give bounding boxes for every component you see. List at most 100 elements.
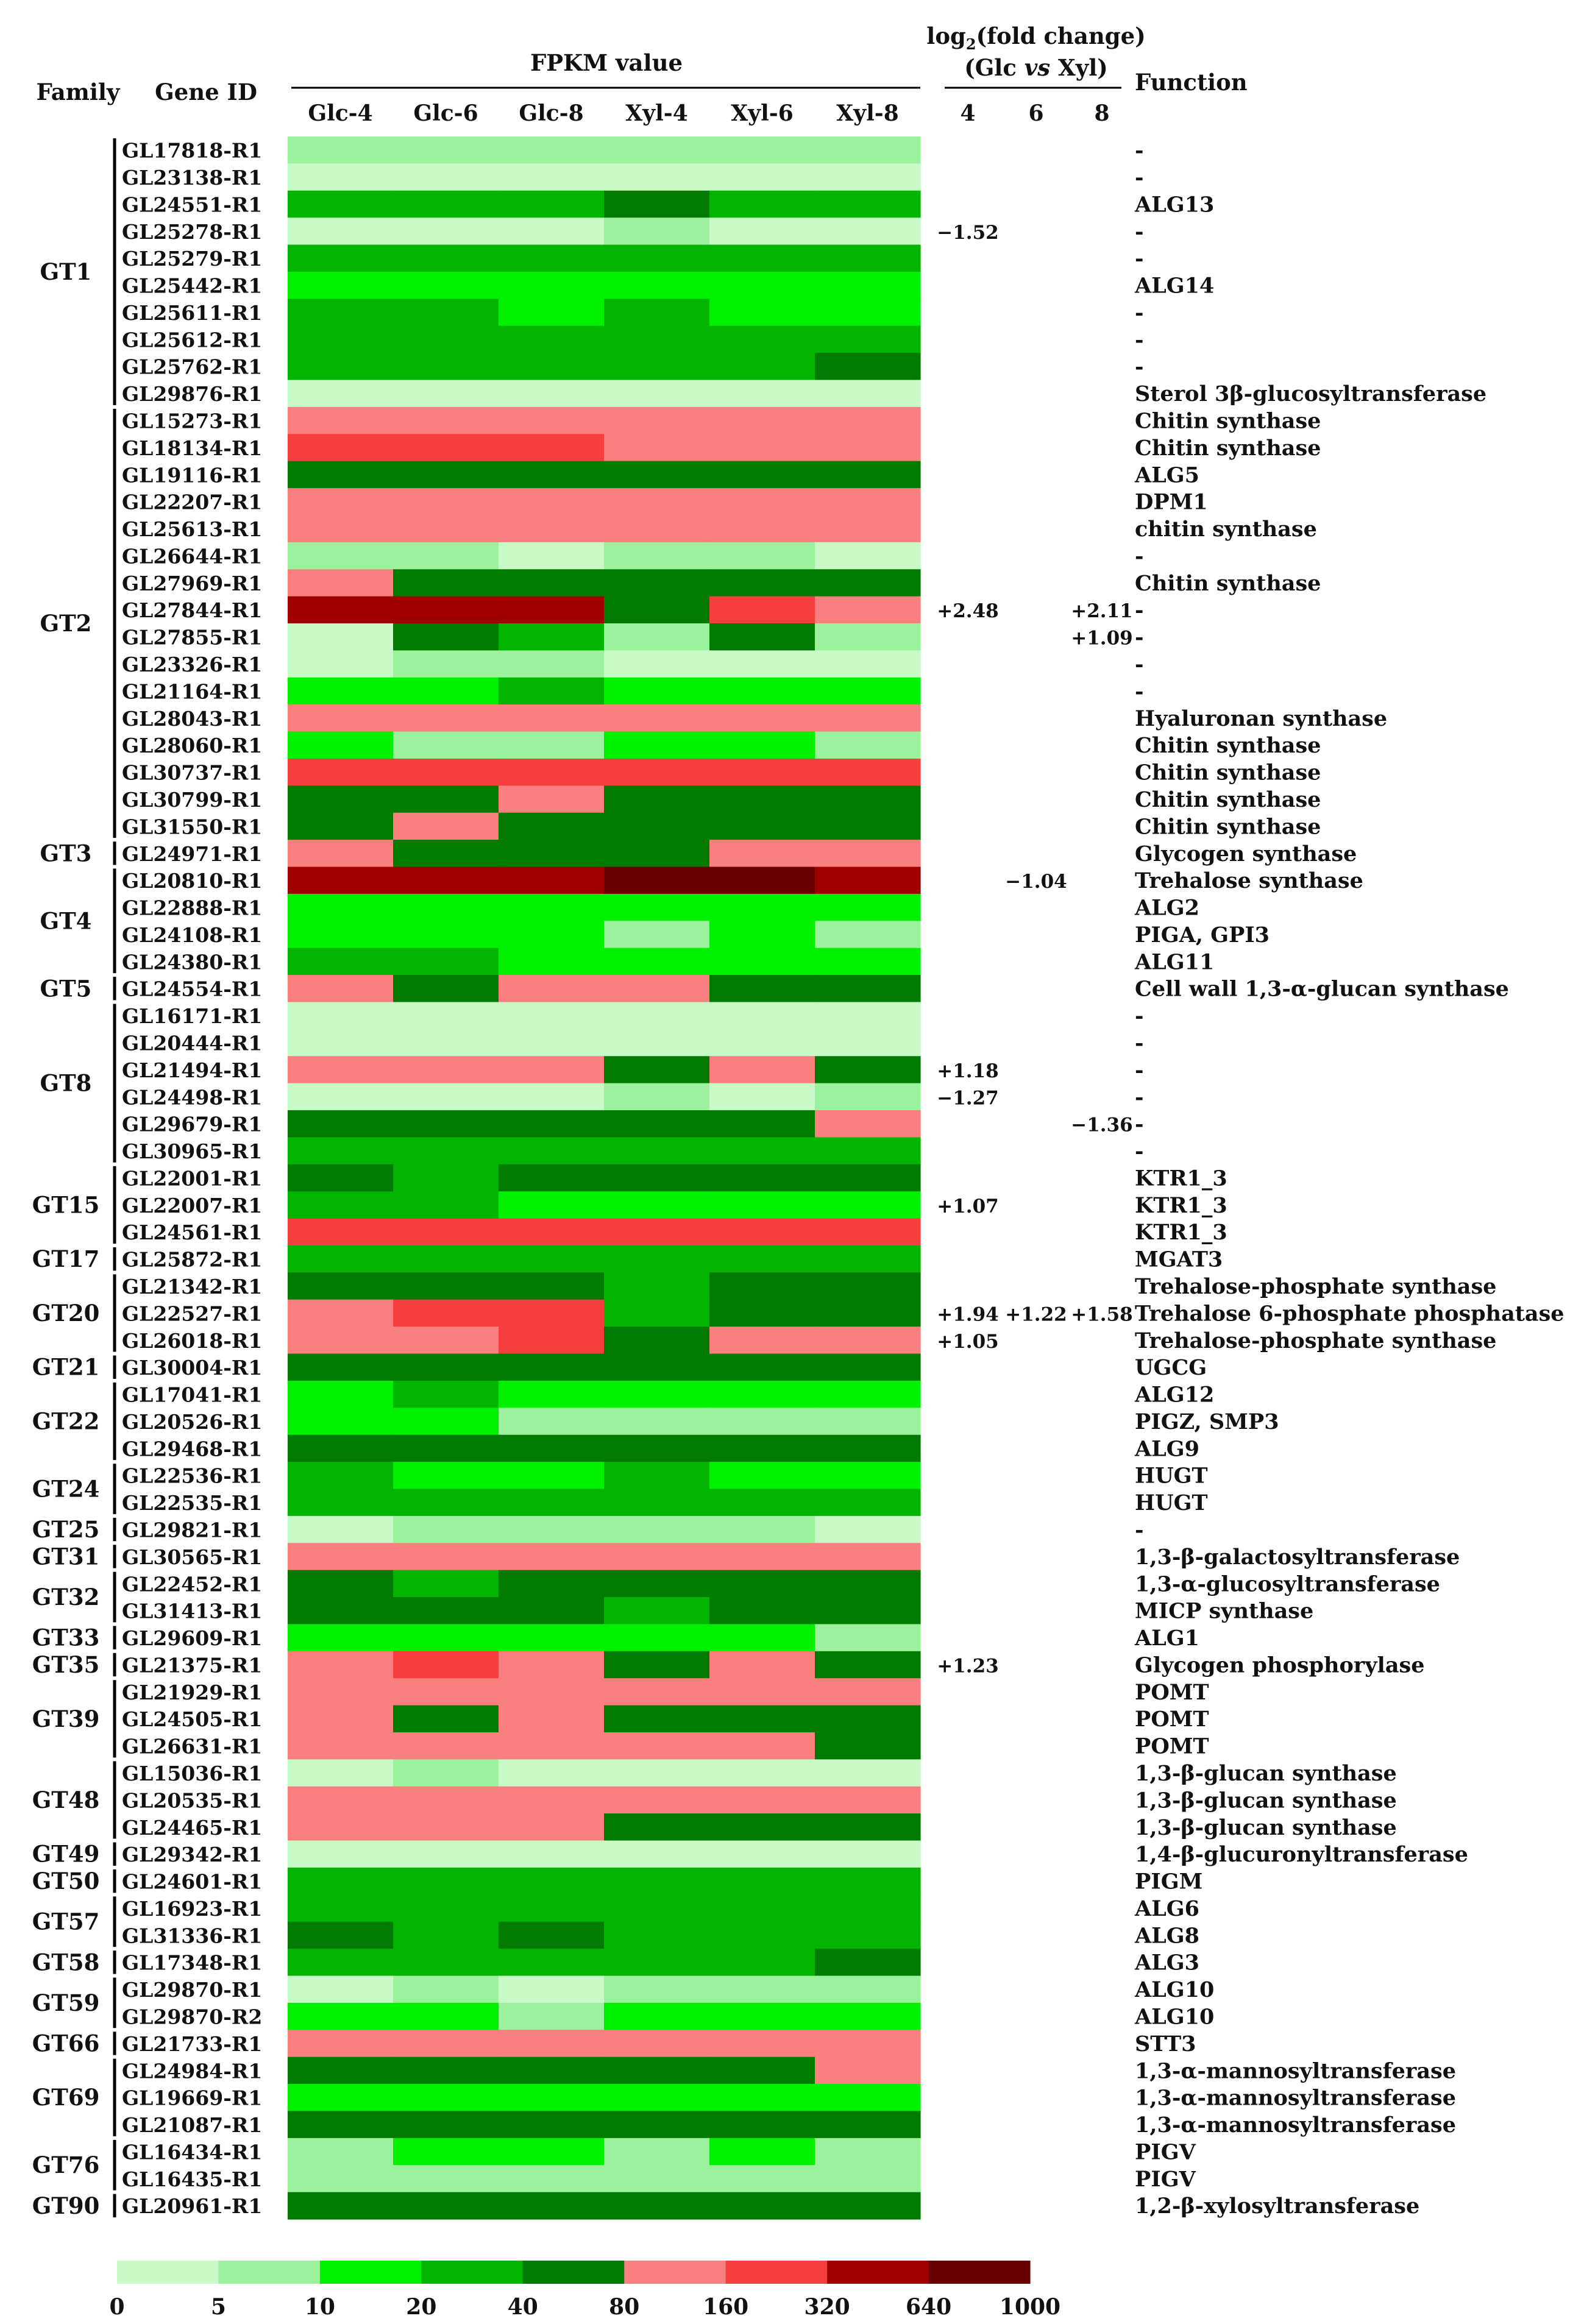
function-label: MGAT3 — [1135, 1247, 1223, 1272]
heatmap-cell — [709, 704, 815, 732]
heatmap-cell — [288, 136, 394, 164]
gene-id-label: GL31336-R1 — [122, 1924, 262, 1947]
heatmap-cell — [288, 785, 394, 813]
heatmap-cell — [815, 1110, 921, 1138]
heatmap-cell — [709, 1813, 815, 1841]
heatmap-cell — [393, 2192, 499, 2220]
heatmap-cell — [604, 1570, 710, 1598]
heatmap-cell — [288, 1678, 394, 1706]
function-label: - — [1135, 300, 1144, 325]
heatmap-cell — [393, 2057, 499, 2085]
heatmap-cell — [288, 975, 394, 1003]
function-label: ALG10 — [1134, 2005, 1214, 2030]
heatmap-cell — [393, 1029, 499, 1057]
heatmap-cell — [604, 1137, 710, 1165]
heatmap-cell — [604, 2165, 710, 2193]
gene-id-label: GL20961-R1 — [122, 2194, 262, 2218]
heatmap-cell — [288, 325, 394, 353]
heatmap-cell — [499, 1327, 605, 1355]
heatmap-cell — [288, 1164, 394, 1192]
heatmap-row: GL24551-R1 ALG13 — [122, 190, 1214, 218]
heatmap-row: GL19669-R1 1,3-α-mannosyltransferase — [122, 2084, 1456, 2112]
heatmap-cell — [499, 569, 605, 597]
heatmap-cell — [709, 677, 815, 705]
heatmap-cell — [815, 1678, 921, 1706]
heatmap-cell — [393, 1327, 499, 1355]
heatmap-cell — [815, 840, 921, 868]
heatmap-cell — [604, 1515, 710, 1543]
heatmap-cell — [604, 1624, 710, 1652]
gene-id-label: GL21342-R1 — [122, 1275, 262, 1298]
heatmap-cell — [604, 569, 710, 597]
heatmap-cell — [815, 1732, 921, 1760]
function-label: Glycogen synthase — [1135, 841, 1357, 866]
heatmap-cell — [604, 1083, 710, 1111]
heatmap-cell — [604, 2084, 710, 2112]
heatmap-cell — [393, 163, 499, 191]
fold-change-label: +2.48 — [937, 600, 998, 622]
family-group: GT3 — [40, 840, 116, 866]
gene-id-label: GL23138-R1 — [122, 166, 262, 190]
heatmap-cell — [709, 1137, 815, 1165]
heatmap-cell — [288, 515, 394, 543]
heatmap-cell — [393, 190, 499, 218]
heatmap-cell — [815, 515, 921, 543]
heatmap-cell — [393, 650, 499, 678]
heatmap-cell — [499, 299, 605, 327]
family-group: GT33 — [32, 1624, 116, 1651]
heatmap-cell — [393, 380, 499, 408]
function-label: HUGT — [1135, 1464, 1208, 1489]
function-label: KTR1_3 — [1135, 1220, 1227, 1245]
function-label: 1,3-α-glucosyltransferase — [1135, 1571, 1440, 1596]
heatmap-cell — [393, 1543, 499, 1571]
heatmap-cell — [604, 758, 710, 786]
heatmap-cell — [393, 461, 499, 489]
heatmap-cell — [288, 1813, 394, 1841]
heatmap-cell — [499, 1921, 605, 1949]
heatmap-cell — [393, 1191, 499, 1219]
heatmap-cell — [815, 1164, 921, 1192]
heatmap-cell — [288, 434, 394, 462]
gene-id-label: GL28043-R1 — [122, 707, 262, 731]
heatmap-cell — [499, 218, 605, 246]
heatmap-cell — [288, 271, 394, 299]
function-label: - — [1135, 165, 1144, 190]
heatmap-cell — [815, 2002, 921, 2030]
gene-id-label: GL22527-R1 — [122, 1302, 262, 1325]
gene-id-label: GL25278-R1 — [122, 220, 262, 244]
heatmap-cell — [815, 1299, 921, 1327]
heatmap-row: GL26631-R1 POMT — [122, 1732, 1209, 1760]
heatmap-cell — [815, 1786, 921, 1814]
heatmap-cell — [393, 271, 499, 299]
heatmap-cell — [288, 569, 394, 597]
heatmap-cell — [288, 461, 394, 489]
heatmap-cell — [499, 1110, 605, 1138]
heatmap-row: GL25613-R1 chitin synthase — [122, 515, 1317, 543]
gene-id-label: GL16171-R1 — [122, 1004, 262, 1028]
column-label: Glc-4 — [308, 101, 372, 126]
heatmap-cell — [288, 1056, 394, 1084]
heatmap-cell — [604, 488, 710, 516]
heatmap-cell — [499, 434, 605, 462]
heatmap-cell — [499, 488, 605, 516]
gene-id-label: GL26631-R1 — [122, 1735, 262, 1759]
function-label: - — [1135, 625, 1144, 650]
heatmap-row: GL20444-R1 - — [122, 1029, 1144, 1057]
heatmap-row: GL21342-R1 Trehalose-phosphate synthase — [122, 1272, 1496, 1300]
function-label: POMT — [1135, 1680, 1209, 1705]
heatmap-cell — [288, 1732, 394, 1760]
heatmap-row: GL28043-R1 Hyaluronan synthase — [122, 704, 1387, 732]
heatmap-cell — [288, 623, 394, 651]
heatmap-cell — [709, 623, 815, 651]
heatmap-cell — [499, 1489, 605, 1517]
heatmap-cell — [815, 2138, 921, 2166]
heatmap-cell — [604, 271, 710, 299]
heatmap-cell — [499, 2192, 605, 2220]
gene-id-label: GL25442-R1 — [122, 274, 262, 298]
gene-id-label: GL19669-R1 — [122, 2086, 262, 2110]
gene-id-label: GL29342-R1 — [122, 1843, 262, 1866]
heatmap-cell — [815, 1191, 921, 1219]
heatmap-cell — [709, 1894, 815, 1922]
gene-id-label: GL24465-R1 — [122, 1816, 262, 1840]
function-label: 1,3-β-glucan synthase — [1135, 1788, 1397, 1813]
